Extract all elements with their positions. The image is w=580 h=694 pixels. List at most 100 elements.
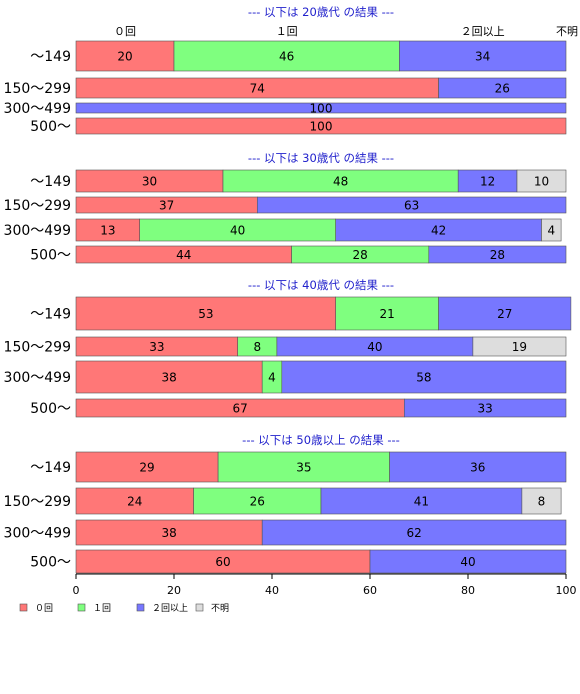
top-label-3: 不明 (556, 25, 578, 38)
bar-segment-2-0-1 (335, 296, 439, 331)
data-label-3-2-2: 62 (406, 526, 421, 540)
bar-segment-0-3-0 (75, 117, 567, 135)
data-label-1-2-1: 40 (230, 224, 245, 238)
row-label-3-2: 300〜499 (4, 526, 71, 542)
row-label-2-2: 300〜499 (4, 370, 71, 386)
data-label-2-1-0: 33 (149, 340, 164, 354)
row-label-2-1: 150〜299 (4, 340, 71, 356)
data-label-2-1-1: 8 (253, 340, 261, 354)
panel-title-1: --- 以下は 30歳代 の結果 --- (248, 151, 394, 165)
legend-swatch-0 (19, 603, 28, 612)
data-label-1-2-0: 13 (100, 224, 115, 238)
legend-swatch-2 (136, 603, 145, 612)
bar-segment-1-1-2 (256, 196, 567, 214)
data-label-3-1-1: 26 (250, 495, 265, 509)
bar-segment-0-0-1 (173, 40, 400, 72)
x-tick-label-4: 80 (461, 584, 475, 597)
bar-segment-0-0-2 (399, 40, 567, 72)
row-label-1-1: 150〜299 (4, 198, 71, 214)
row-label-3-3: 500〜 (30, 555, 71, 571)
row-label-1-0: 〜149 (30, 174, 71, 190)
legend-label-0: ０回 (35, 603, 53, 614)
row-label-0-1: 150〜299 (4, 81, 71, 97)
data-label-3-1-2: 41 (414, 495, 429, 509)
data-label-1-3-1: 28 (353, 248, 368, 262)
top-label-1: １回 (276, 25, 298, 38)
bar-segment-3-2-0 (75, 519, 263, 546)
data-label-3-0-0: 29 (139, 461, 154, 475)
data-label-3-1-3: 8 (538, 495, 546, 509)
data-label-2-0-0: 53 (198, 307, 213, 321)
data-label-3-1-0: 24 (127, 495, 142, 509)
data-label-0-2-2: 100 (310, 102, 333, 116)
data-label-3-0-1: 35 (296, 461, 311, 475)
bar-segment-3-1-3 (521, 487, 562, 515)
row-label-2-3: 500〜 (30, 401, 71, 417)
bar-segment-3-0-2 (389, 451, 567, 483)
legend-swatch-1 (77, 603, 86, 612)
data-label-1-0-0: 30 (142, 175, 157, 189)
data-label-1-2-3: 4 (547, 224, 555, 238)
bar-segment-2-3-2 (403, 398, 567, 418)
row-label-0-0: 〜149 (30, 49, 71, 65)
row-label-0-3: 500〜 (30, 119, 71, 135)
data-label-2-0-1: 21 (380, 307, 395, 321)
data-label-3-3-0: 60 (215, 555, 230, 569)
bar-segment-2-2-0 (75, 360, 263, 394)
row-label-3-1: 150〜299 (4, 494, 71, 510)
data-label-1-0-2: 12 (480, 175, 495, 189)
panel-title-3: --- 以下は 50歳以上 の結果 --- (242, 433, 400, 447)
x-tick-label-1: 20 (167, 584, 181, 597)
data-label-2-2-2: 58 (416, 371, 431, 385)
bar-segment-0-1-2 (438, 77, 567, 99)
data-label-2-0-2: 27 (497, 307, 512, 321)
legend-label-2: ２回以上 (152, 603, 188, 614)
data-label-1-1-2: 63 (404, 199, 419, 213)
data-label-1-1-0: 37 (159, 199, 174, 213)
bar-segment-1-2-3 (541, 218, 562, 242)
bar-segment-0-2-2 (75, 102, 567, 114)
legend-label-1: １回 (93, 603, 111, 614)
x-tick-label-3: 60 (363, 584, 377, 597)
panel-title-2: --- 以下は 40歳代 の結果 --- (248, 278, 394, 292)
bar-segment-2-2-2 (281, 360, 567, 394)
x-tick-label-0: 0 (73, 584, 80, 597)
data-label-0-0-0: 20 (117, 50, 132, 64)
data-label-0-0-2: 34 (475, 50, 490, 64)
bar-segment-1-3-2 (428, 245, 567, 264)
row-label-3-0: 〜149 (30, 460, 71, 476)
top-label-0: ０回 (114, 25, 136, 38)
bar-segment-3-3-2 (369, 549, 567, 574)
data-label-2-2-0: 38 (161, 371, 176, 385)
data-label-1-3-2: 28 (490, 248, 505, 262)
data-label-3-3-2: 40 (460, 555, 475, 569)
data-label-2-3-0: 67 (233, 402, 248, 416)
bar-segment-3-1-2 (320, 487, 523, 515)
data-label-2-2-1: 4 (268, 371, 276, 385)
data-label-3-0-2: 36 (470, 461, 485, 475)
data-label-0-1-0: 74 (250, 82, 265, 96)
data-label-3-2-0: 38 (161, 526, 176, 540)
bar-segment-3-0-0 (75, 451, 219, 483)
bar-segment-3-1-0 (75, 487, 194, 515)
data-label-1-2-2: 42 (431, 224, 446, 238)
bar-segment-3-2-2 (261, 519, 567, 546)
data-label-0-1-2: 26 (495, 82, 510, 96)
x-tick-label-5: 100 (556, 584, 577, 597)
bar-segment-3-1-1 (193, 487, 322, 515)
bar-segment-2-0-0 (75, 296, 337, 331)
data-label-2-3-2: 33 (478, 402, 493, 416)
panel-title-0: --- 以下は 20歳代 の結果 --- (248, 5, 394, 19)
bar-segment-1-0-3 (516, 169, 567, 193)
bar-segment-2-1-3 (472, 336, 567, 357)
data-label-0-3-0: 100 (310, 120, 333, 134)
data-label-2-1-2: 40 (367, 340, 382, 354)
row-label-1-2: 300〜499 (4, 223, 71, 239)
row-label-1-3: 500〜 (30, 248, 71, 264)
data-label-1-0-1: 48 (333, 175, 348, 189)
data-label-1-3-0: 44 (176, 248, 191, 262)
x-tick-label-2: 40 (265, 584, 279, 597)
bar-segment-3-0-1 (217, 451, 390, 483)
legend-label-3: 不明 (211, 603, 229, 614)
